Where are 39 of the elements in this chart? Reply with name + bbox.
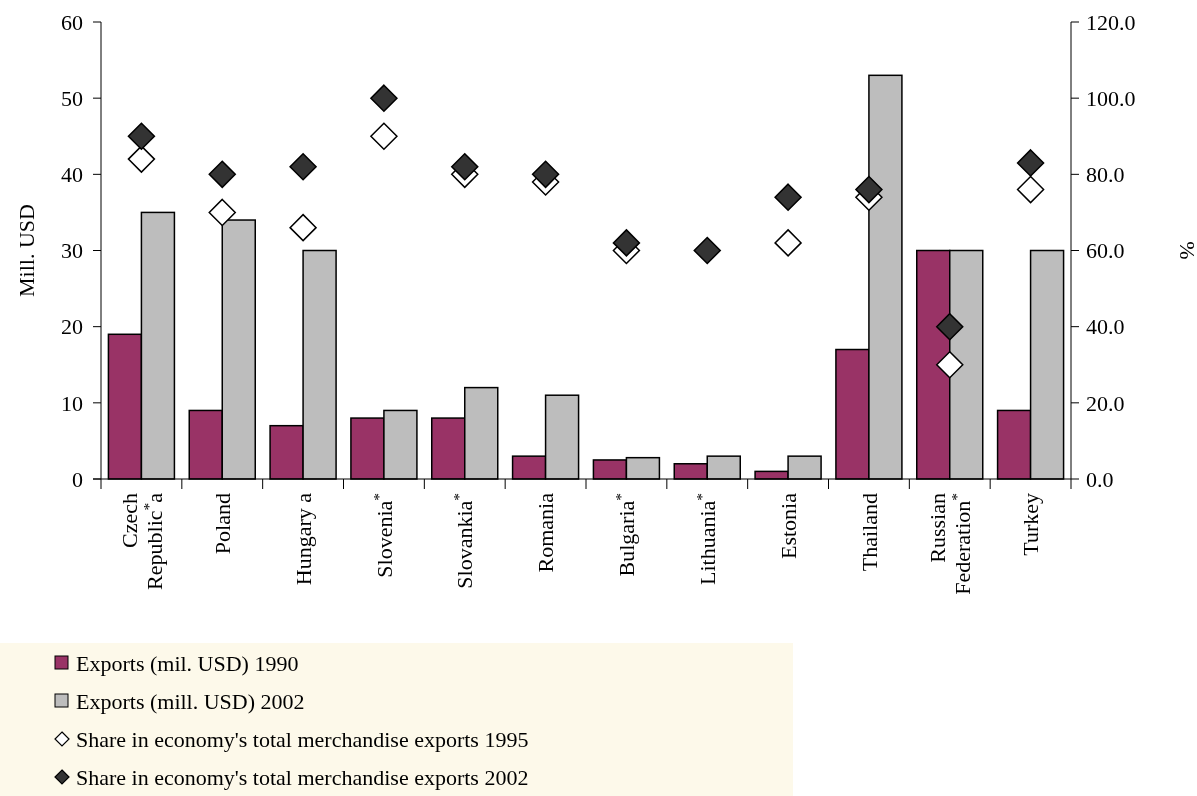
y2-tick-label: 100.0 xyxy=(1086,85,1136,111)
x-tick-label: Romania xyxy=(533,492,559,573)
point xyxy=(1016,149,1045,177)
legend-label: Exports (mill. USD) 2002 xyxy=(76,688,305,714)
point xyxy=(936,351,964,379)
x-tick-label: Poland xyxy=(209,493,235,555)
point xyxy=(127,122,156,150)
y-tick-label: 60 xyxy=(61,9,83,35)
y-tick-label: 30 xyxy=(61,238,83,264)
point xyxy=(855,175,883,204)
y-tick-label: 10 xyxy=(61,390,83,416)
point xyxy=(774,183,802,211)
point xyxy=(693,236,721,265)
y2-tick-label: 20.0 xyxy=(1086,390,1125,416)
point xyxy=(612,229,641,257)
y-tick-label: 40 xyxy=(61,162,83,188)
x-tick-label: Estonia xyxy=(775,492,801,559)
legend-label: Exports (mil. USD) 1990 xyxy=(76,650,299,676)
x-tick-label: Turkey xyxy=(1018,493,1044,556)
y2-axis-title: % xyxy=(1175,241,1197,260)
x-tick-label: Thailand xyxy=(856,493,882,572)
y-tick-label: 50 xyxy=(61,85,83,111)
legend-label: Share in economy's total merchandise exports 2002 xyxy=(76,764,529,790)
y2-tick-label: 120.0 xyxy=(1086,9,1136,35)
point xyxy=(370,84,398,112)
point xyxy=(208,160,236,189)
y2-tick-label: 80.0 xyxy=(1086,162,1125,188)
y-axis-title: Mill. USD xyxy=(14,204,39,297)
y-tick-label: 20 xyxy=(61,314,83,340)
point xyxy=(936,312,964,341)
point xyxy=(289,152,317,181)
point xyxy=(451,152,479,181)
y2-tick-label: 60.0 xyxy=(1086,238,1125,264)
y-tick-label: 0 xyxy=(72,466,83,492)
legend-label: Share in economy's total merchandise exports 1995 xyxy=(76,726,529,752)
y2-tick-label: 0.0 xyxy=(1086,466,1114,492)
y2-tick-label: 40.0 xyxy=(1086,314,1125,340)
x-tick-label: Hungary a xyxy=(290,492,316,586)
point xyxy=(531,160,560,189)
